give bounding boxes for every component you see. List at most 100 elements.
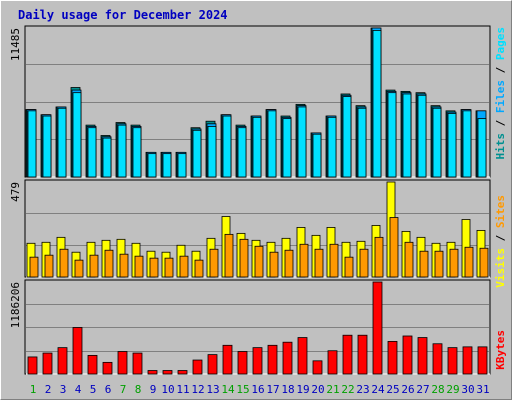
sites-bar <box>224 233 234 278</box>
sites-bar <box>59 248 69 278</box>
day-label: 11 <box>176 383 189 396</box>
day-label: 24 <box>371 383 385 396</box>
kbytes-bar <box>72 327 83 375</box>
kbytes-bar <box>237 351 248 375</box>
day-label: 27 <box>416 383 429 396</box>
day-label: 6 <box>105 383 112 396</box>
pages-bar <box>42 115 52 178</box>
day-label: 9 <box>150 383 157 396</box>
pages-bar <box>312 133 322 178</box>
sites-bar <box>419 250 429 278</box>
panel-kbytes <box>24 279 491 375</box>
sites-bar <box>179 255 189 278</box>
day-label: 2 <box>45 383 52 396</box>
pages-bar <box>237 127 247 178</box>
sites-bar <box>464 246 474 278</box>
pages-bar <box>477 118 487 178</box>
sites-bar <box>149 257 159 278</box>
sites-bar <box>119 253 129 278</box>
kbytes-bar <box>252 347 263 375</box>
kbytes-bar <box>462 346 473 375</box>
day-label: 19 <box>296 383 309 396</box>
series-name-label: Visits / Sites <box>494 195 507 288</box>
kbytes-bar <box>417 337 428 375</box>
kbytes-bar <box>447 347 458 375</box>
day-label: 4 <box>75 383 82 396</box>
kbytes-bar <box>222 344 233 375</box>
pages-bar <box>297 106 307 178</box>
day-label: 28 <box>431 383 444 396</box>
day-label: 20 <box>311 383 324 396</box>
sites-bar <box>284 249 294 278</box>
sites-bar <box>359 248 369 278</box>
day-label: 26 <box>401 383 414 396</box>
kbytes-bar <box>297 337 308 375</box>
pages-bar <box>27 110 37 178</box>
sites-bar <box>29 256 39 278</box>
kbytes-bar <box>327 350 338 375</box>
sites-bar <box>329 243 339 278</box>
kbytes-bar <box>57 347 68 375</box>
kbytes-bar <box>387 341 398 375</box>
day-label: 25 <box>386 383 399 396</box>
day-label: 1 <box>30 383 37 396</box>
sites-bar <box>374 236 384 278</box>
day-label: 21 <box>326 383 339 396</box>
sites-bar <box>89 254 99 278</box>
kbytes-bar <box>207 354 218 375</box>
kbytes-bar <box>117 351 128 375</box>
kbytes-bar <box>372 281 383 375</box>
sites-bar <box>44 254 54 278</box>
kbytes-bar <box>102 361 113 375</box>
sites-bar <box>239 238 249 278</box>
pages-bar <box>342 96 352 178</box>
pages-bar <box>102 137 112 178</box>
pages-bar <box>177 153 187 178</box>
day-label: 13 <box>206 383 219 396</box>
y-axis-labels: 11485 479 1186206 Hits / Files / Pages Visit… <box>9 27 507 370</box>
y-max-label: 11485 <box>9 28 22 61</box>
series-name-label: KBytes <box>494 330 507 370</box>
pages-bar <box>267 110 277 178</box>
day-label: 29 <box>446 383 459 396</box>
kbytes-bar <box>357 334 368 375</box>
pages-bar <box>57 107 67 178</box>
pages-bar <box>72 92 82 178</box>
kbytes-bar <box>147 370 158 375</box>
day-label: 3 <box>60 383 67 396</box>
pages-bar <box>402 93 412 178</box>
x-axis-day-labels: 1 2 3 4 5 6 7 8 9 10 11 12 13 14 15 16 17 18 19 20 21 22 23 24 2… <box>30 383 490 396</box>
sites-bar <box>164 257 174 278</box>
sites-bar <box>209 248 219 278</box>
pages-bar <box>372 30 382 178</box>
day-label: 10 <box>161 383 174 396</box>
kbytes-bar <box>132 352 143 375</box>
day-label: 22 <box>341 383 354 396</box>
kbytes-bar <box>312 360 323 375</box>
sites-bar <box>314 248 324 278</box>
kbytes-bar <box>402 335 413 375</box>
sites-bar <box>74 259 84 278</box>
pages-bar <box>192 129 202 178</box>
day-label: 8 <box>135 383 142 396</box>
kbytes-bar <box>432 343 443 375</box>
day-label: 31 <box>476 383 489 396</box>
sites-bar <box>134 255 144 278</box>
sites-bar <box>449 248 459 278</box>
sites-bar <box>479 247 489 278</box>
day-label: 18 <box>281 383 294 396</box>
kbytes-bar <box>192 359 203 375</box>
kbytes-bar <box>177 370 188 375</box>
day-label: 5 <box>90 383 97 396</box>
sites-bar <box>389 217 399 278</box>
pages-bar <box>162 153 172 178</box>
day-label: 7 <box>120 383 127 396</box>
day-label: 15 <box>236 383 249 396</box>
pages-bar <box>447 113 457 178</box>
pages-bar <box>432 107 442 178</box>
day-label: 30 <box>461 383 474 396</box>
day-label: 17 <box>266 383 279 396</box>
day-label: 16 <box>251 383 264 396</box>
sites-bar <box>104 249 114 278</box>
